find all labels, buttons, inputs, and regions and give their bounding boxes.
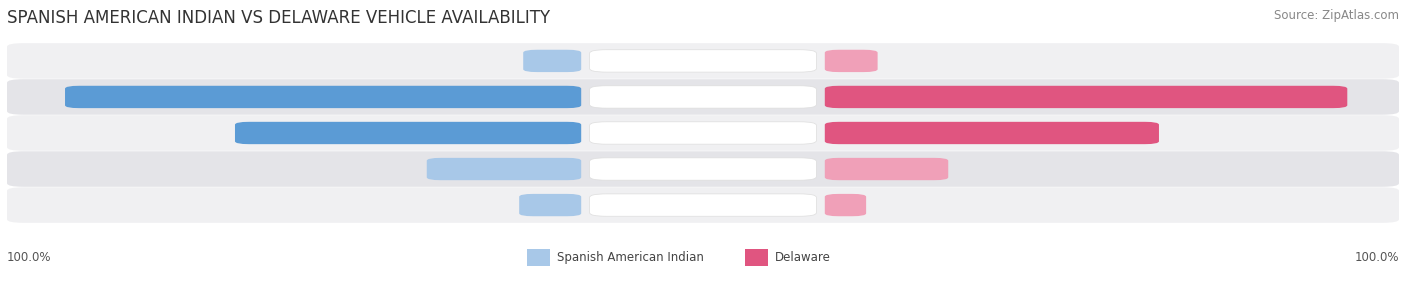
Text: 26.9%: 26.9% (439, 162, 479, 176)
Text: 21.5%: 21.5% (896, 162, 936, 176)
Text: 100.0%: 100.0% (7, 251, 52, 264)
Text: SPANISH AMERICAN INDIAN VS DELAWARE VEHICLE AVAILABILITY: SPANISH AMERICAN INDIAN VS DELAWARE VEHI… (7, 9, 550, 27)
Text: Source: ZipAtlas.com: Source: ZipAtlas.com (1274, 9, 1399, 21)
Text: 89.9%: 89.9% (76, 90, 117, 104)
Text: 9.2%: 9.2% (882, 54, 911, 67)
Text: 2+ Vehicles Available: 2+ Vehicles Available (636, 126, 770, 140)
Text: 7.2%: 7.2% (870, 198, 900, 212)
Text: 10.8%: 10.8% (478, 198, 515, 212)
Text: Spanish American Indian: Spanish American Indian (557, 251, 703, 264)
Text: 91.0%: 91.0% (1295, 90, 1336, 104)
Text: 1+ Vehicles Available: 1+ Vehicles Available (636, 90, 770, 104)
Text: 58.2%: 58.2% (1107, 126, 1147, 140)
Text: Delaware: Delaware (775, 251, 831, 264)
Text: 3+ Vehicles Available: 3+ Vehicles Available (636, 162, 770, 176)
Text: No Vehicles Available: No Vehicles Available (637, 54, 769, 67)
Text: 10.1%: 10.1% (482, 54, 519, 67)
Text: 60.3%: 60.3% (246, 126, 287, 140)
Text: 4+ Vehicles Available: 4+ Vehicles Available (636, 198, 770, 212)
Text: 100.0%: 100.0% (1354, 251, 1399, 264)
